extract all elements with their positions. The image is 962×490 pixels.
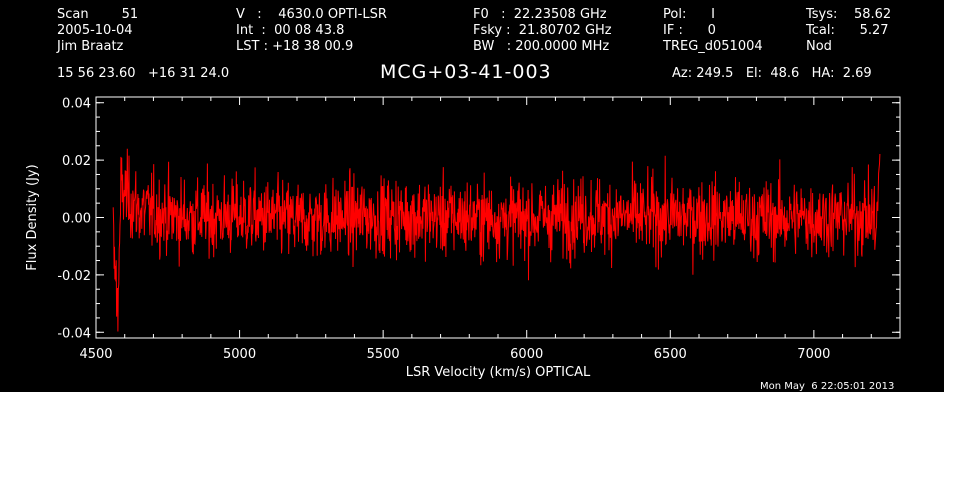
spectrum-chart: 4500 5000 5500 6000 6500 7000 0.04 0.02 0.00 -0.0… <box>25 96 901 380</box>
velocity-label: V : 4630.0 OPTI-LSR <box>236 7 387 22</box>
lst-label: LST : +18 38 00.9 <box>236 39 354 54</box>
y-tick-label: 0.02 <box>62 154 91 169</box>
observer-label: Jim Braatz <box>57 39 124 54</box>
x-tick-label: 7000 <box>797 347 830 362</box>
date-label: 2005-10-04 <box>57 23 133 38</box>
y-tick-label: 0.04 <box>62 97 91 112</box>
if-label: IF : 0 <box>663 23 716 38</box>
scan-label: Scan 51 <box>57 7 139 22</box>
x-tick-label: 6000 <box>510 347 543 362</box>
rest-freq-label: F0 : 22.23508 GHz <box>473 7 607 22</box>
mode-label: Nod <box>806 39 832 54</box>
gbt-spectrum-panel: Scan 51 2005-10-04 Jim Braatz V : 4630.0… <box>0 0 944 392</box>
spectrum-line <box>112 148 881 332</box>
y-tick-label: -0.02 <box>57 269 91 284</box>
sky-freq-label: Fsky : 21.80702 GHz <box>473 23 612 38</box>
treg-label: TREG_d051004 <box>663 39 763 54</box>
source-name: MCG+03-41-003 <box>380 61 552 83</box>
integration-label: Int : 00 08 43.8 <box>236 23 345 38</box>
az-el-ha-label: Az: 249.5 El: 48.6 HA: 2.69 <box>672 66 872 81</box>
x-tick-label: 5000 <box>223 347 256 362</box>
tsys-label: Tsys: 58.62 <box>806 7 892 22</box>
bandwidth-label: BW : 200.0000 MHz <box>473 39 610 54</box>
y-tick-label: -0.04 <box>57 326 91 341</box>
x-tick-label: 5500 <box>367 347 400 362</box>
timestamp: Mon May 6 22:05:01 2013 <box>760 381 895 392</box>
coordinates-label: 15 56 23.60 +16 31 24.0 <box>57 66 230 81</box>
x-axis-label: LSR Velocity (km/s) OPTICAL <box>406 365 591 380</box>
y-axis-label: Flux Density (Jy) <box>25 164 40 270</box>
y-tick-label: 0.00 <box>62 212 91 227</box>
polarization-label: Pol: I <box>663 7 715 22</box>
x-tick-label: 6500 <box>654 347 687 362</box>
tcal-label: Tcal: 5.27 <box>806 23 889 38</box>
x-tick-label: 4500 <box>79 347 112 362</box>
